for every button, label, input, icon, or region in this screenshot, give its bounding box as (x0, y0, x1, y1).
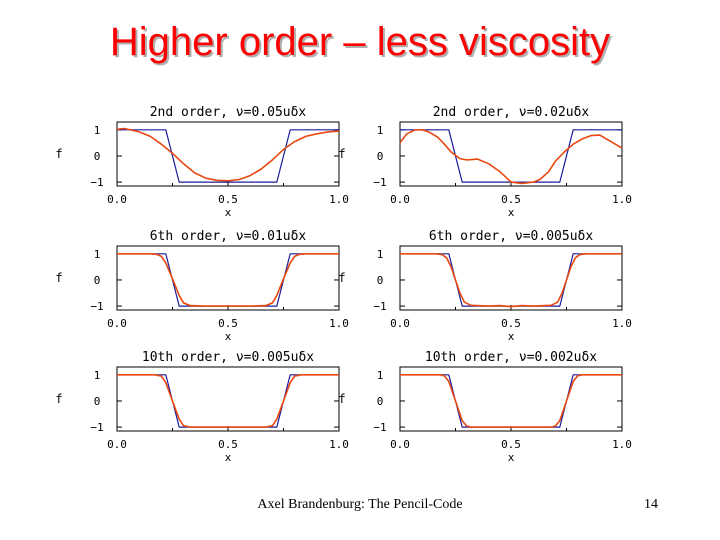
y-tick-label: 0 (94, 395, 101, 408)
plot-frame (399, 245, 623, 311)
panel-title: 10th order, ν=0.005uδx (142, 350, 314, 365)
panel-title: 2nd order, ν=0.05uδx (150, 105, 307, 120)
x-tick-label: 0.0 (107, 317, 127, 330)
solution-curve (399, 129, 623, 185)
solution-curve (117, 253, 339, 307)
y-axis-label: f (338, 271, 345, 285)
x-tick-label: 1.0 (612, 193, 632, 206)
x-tick-label: 0.0 (107, 438, 127, 451)
y-tick-label: −1 (90, 421, 103, 434)
panel-title: 6th order, ν=0.01uδx (150, 229, 307, 244)
y-tick-label: 1 (94, 124, 101, 137)
y-tick-label: 0 (377, 395, 384, 408)
initial-curve (117, 129, 339, 183)
initial-curve (400, 129, 622, 183)
x-axis-label: x (508, 206, 515, 219)
y-axis-label: f (55, 392, 62, 406)
x-axis-label: x (225, 451, 232, 464)
solution-curve (117, 373, 339, 428)
initial-curve (117, 374, 339, 428)
page-number: 14 (644, 497, 658, 512)
y-tick-label: 1 (377, 248, 384, 261)
solution-curve (116, 127, 340, 182)
y-axis-label: f (55, 271, 62, 285)
x-axis-label: x (508, 330, 515, 343)
initial-curve (117, 253, 339, 307)
x-tick-label: 0.0 (390, 193, 410, 206)
solution-curve (400, 373, 622, 428)
y-axis-label: f (338, 392, 345, 406)
y-tick-label: 0 (94, 150, 101, 163)
y-tick-label: −1 (373, 421, 386, 434)
x-axis-label: x (225, 206, 232, 219)
plot-frame (116, 245, 340, 311)
plot-frame (399, 121, 623, 187)
y-tick-label: −1 (373, 300, 386, 313)
y-tick-label: 0 (377, 150, 384, 163)
initial-curve (400, 253, 622, 307)
y-tick-label: −1 (90, 176, 103, 189)
x-axis-label: x (508, 451, 515, 464)
y-tick-label: −1 (373, 176, 386, 189)
x-tick-label: 0.5 (501, 317, 521, 330)
panel-title: 6th order, ν=0.005uδx (429, 229, 594, 244)
y-axis-label: f (55, 147, 62, 161)
footer-text: Axel Brandenburg: The Pencil-Code (257, 497, 463, 512)
panel-title: 10th order, ν=0.002uδx (425, 350, 597, 365)
y-tick-label: 1 (377, 369, 384, 382)
x-tick-label: 1.0 (612, 317, 632, 330)
y-tick-label: 1 (94, 248, 101, 261)
x-tick-label: 1.0 (329, 193, 349, 206)
panel-title: 2nd order, ν=0.02uδx (433, 105, 590, 120)
plot-frame (116, 366, 340, 432)
plot-frame (399, 366, 623, 432)
x-tick-label: 0.5 (218, 193, 238, 206)
x-tick-label: 0.0 (107, 193, 127, 206)
x-tick-label: 1.0 (329, 317, 349, 330)
x-tick-label: 0.5 (218, 438, 238, 451)
y-tick-label: 1 (94, 369, 101, 382)
x-tick-label: 0.0 (390, 317, 410, 330)
x-tick-label: 0.5 (501, 193, 521, 206)
x-tick-label: 0.5 (218, 317, 238, 330)
y-tick-label: 1 (377, 124, 384, 137)
slide-title: Higher order – less viscosity (109, 20, 611, 64)
y-tick-label: −1 (90, 300, 103, 313)
plot-frame (116, 121, 340, 187)
x-tick-label: 1.0 (612, 438, 632, 451)
x-tick-label: 0.0 (390, 438, 410, 451)
y-tick-label: 0 (94, 274, 101, 287)
x-tick-label: 1.0 (329, 438, 349, 451)
y-axis-label: f (338, 147, 345, 161)
y-tick-label: 0 (377, 274, 384, 287)
x-tick-label: 0.5 (501, 438, 521, 451)
solution-curve (400, 253, 622, 308)
initial-curve (400, 374, 622, 428)
x-axis-label: x (225, 330, 232, 343)
